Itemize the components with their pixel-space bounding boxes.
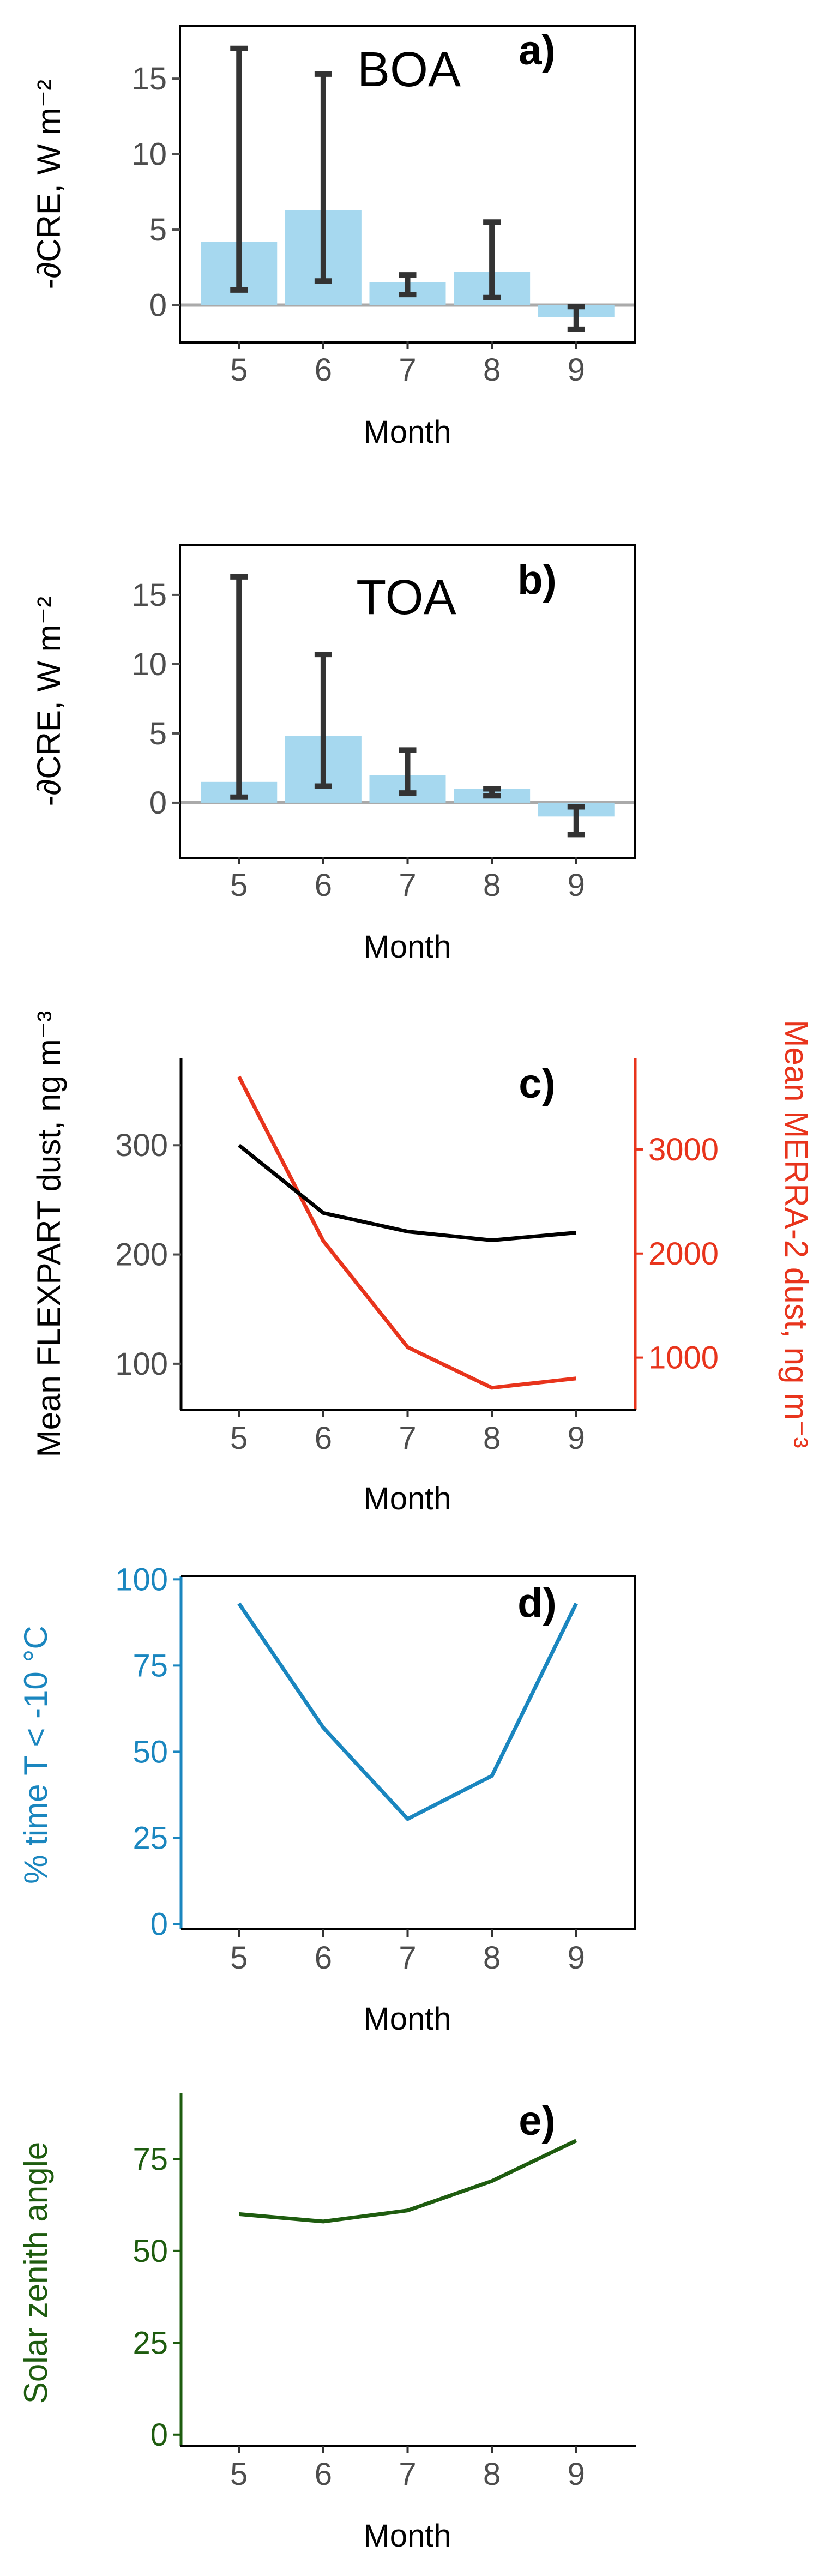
a-xtick-label: 9 bbox=[568, 352, 585, 388]
c-right-ytick-label: 2000 bbox=[648, 1236, 719, 1272]
b-xtick-label: 6 bbox=[315, 868, 332, 903]
panel-d-label: d) bbox=[517, 1580, 557, 1626]
a-ytick-label: 5 bbox=[149, 212, 167, 248]
c-xtick-label: 7 bbox=[399, 1421, 416, 1456]
solar-zenith-angle-line bbox=[238, 2139, 577, 2224]
a-ytick-label: 10 bbox=[131, 137, 167, 172]
percent-time-cold-line bbox=[237, 1602, 578, 1821]
c-left-ytick-label: 100 bbox=[115, 1346, 168, 1382]
panel-c-ylabel-left: Mean FLEXPART dust, ng m⁻³ bbox=[31, 1011, 67, 1458]
c-xtick-label: 8 bbox=[483, 1421, 501, 1456]
d-xtick-label: 6 bbox=[315, 1940, 332, 1976]
panel-a-ylabel: -∂CRE, W m⁻² bbox=[31, 80, 67, 290]
c-left-ytick-label: 300 bbox=[115, 1128, 168, 1163]
e-ytick-label: 75 bbox=[133, 2141, 168, 2177]
panel-a-label: a) bbox=[519, 27, 556, 74]
b-xtick-label: 8 bbox=[483, 868, 501, 903]
b-xtick-label: 7 bbox=[399, 868, 416, 903]
panel-d: 0 25 50 75 100 5 6 7 8 9 d) Month % time T < -10… bbox=[17, 1562, 636, 2037]
panel-c-xlabel: Month bbox=[363, 1481, 451, 1516]
c-right-ytick-label: 1000 bbox=[648, 1340, 719, 1376]
c-xtick-label: 9 bbox=[568, 1421, 585, 1456]
panel-e-xlabel: Month bbox=[363, 2518, 451, 2554]
b-ytick-label: 5 bbox=[149, 716, 167, 751]
d-ytick-label: 0 bbox=[150, 1907, 168, 1942]
c-xtick-label: 5 bbox=[230, 1421, 248, 1456]
flexpart-dust-line bbox=[238, 1143, 577, 1243]
panel-a-inset-label: BOA bbox=[357, 43, 461, 97]
panel-b-ylabel: -∂CRE, W m⁻² bbox=[31, 597, 67, 806]
panel-e-ylabel: Solar zenith angle bbox=[17, 2142, 54, 2404]
a-xtick-label: 5 bbox=[230, 352, 248, 388]
c-right-ytick-label: 3000 bbox=[648, 1132, 719, 1167]
panel-d-frame bbox=[181, 1575, 636, 1930]
e-xtick-label: 8 bbox=[483, 2457, 501, 2492]
e-ytick-label: 0 bbox=[150, 2417, 168, 2453]
d-xtick-label: 9 bbox=[568, 1940, 585, 1976]
b-ytick-label: 0 bbox=[149, 785, 167, 821]
b-xtick-label: 9 bbox=[568, 868, 585, 903]
merra2-dust-line bbox=[237, 1075, 577, 1390]
panel-d-ylabel: % time T < -10 °C bbox=[17, 1626, 54, 1884]
panel-b-label: b) bbox=[517, 557, 557, 603]
c-xtick-label: 6 bbox=[315, 1421, 332, 1456]
panel-a: 0 5 10 15 5 6 7 8 9 BOA a) Month -∂CRE, W m⁻² bbox=[31, 25, 636, 450]
panel-b: 0 5 10 15 5 6 7 8 9 TOA b) Month -∂CRE, W m⁻² bbox=[31, 544, 636, 965]
d-xtick-label: 5 bbox=[230, 1940, 248, 1976]
e-ytick-label: 50 bbox=[133, 2234, 168, 2269]
panel-c: 100 200 300 1000 2000 3000 5 6 7 8 9 c) Month Me… bbox=[31, 1011, 815, 1516]
a-ytick-label: 15 bbox=[131, 61, 167, 97]
panel-a-xlabel: Month bbox=[363, 414, 451, 450]
e-xtick-label: 7 bbox=[399, 2457, 416, 2492]
d-ytick-label: 50 bbox=[133, 1734, 168, 1770]
panel-e: 0 25 50 75 5 6 7 8 9 e) Month Solar zenith angl… bbox=[17, 2093, 636, 2554]
panel-c-label: c) bbox=[519, 1061, 556, 1107]
c-left-ytick-label: 200 bbox=[115, 1237, 168, 1273]
d-xtick-label: 8 bbox=[483, 1940, 501, 1976]
e-xtick-label: 5 bbox=[230, 2457, 248, 2492]
a-xtick-label: 8 bbox=[483, 352, 501, 388]
d-ytick-label: 25 bbox=[133, 1820, 168, 1856]
panel-b-inset-label: TOA bbox=[356, 570, 456, 625]
b-xtick-label: 5 bbox=[230, 868, 248, 903]
a-xtick-label: 6 bbox=[315, 352, 332, 388]
b-ytick-label: 15 bbox=[131, 577, 167, 613]
e-xtick-label: 9 bbox=[568, 2457, 585, 2492]
a-ytick-label: 0 bbox=[149, 288, 167, 323]
a-xtick-label: 7 bbox=[399, 352, 416, 388]
d-ytick-label: 75 bbox=[133, 1648, 168, 1683]
b-ytick-label: 10 bbox=[131, 647, 167, 682]
panel-b-xlabel: Month bbox=[363, 929, 451, 965]
panel-e-label: e) bbox=[519, 2098, 556, 2144]
d-ytick-label: 100 bbox=[115, 1562, 168, 1597]
panel-d-xlabel: Month bbox=[363, 2001, 451, 2037]
e-xtick-label: 6 bbox=[315, 2457, 332, 2492]
e-ytick-label: 25 bbox=[133, 2325, 168, 2361]
d-xtick-label: 7 bbox=[399, 1940, 416, 1976]
panel-c-ylabel-right: Mean MERRA-2 dust, ng m⁻³ bbox=[778, 1020, 815, 1448]
